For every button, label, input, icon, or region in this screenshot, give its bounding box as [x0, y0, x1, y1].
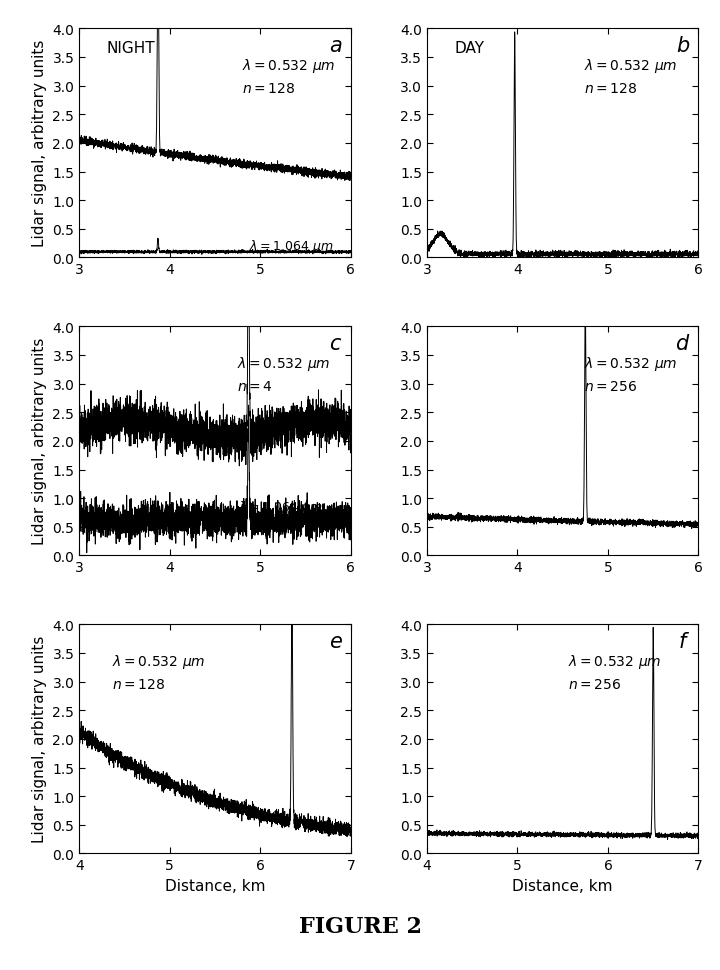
- Text: $n = 256$: $n = 256$: [585, 379, 638, 394]
- Text: $\mathit{f}$: $\mathit{f}$: [678, 631, 690, 652]
- Y-axis label: Lidar signal, arbitrary units: Lidar signal, arbitrary units: [32, 40, 47, 247]
- Text: $\lambda = 0.532\ \mu$m: $\lambda = 0.532\ \mu$m: [585, 354, 678, 372]
- Text: $\mathit{e}$: $\mathit{e}$: [329, 631, 343, 652]
- Text: $\lambda = 0.532\ \mu$m: $\lambda = 0.532\ \mu$m: [585, 56, 678, 75]
- Text: $n = 256$: $n = 256$: [568, 677, 621, 692]
- Text: $\mathit{c}$: $\mathit{c}$: [330, 334, 343, 354]
- Text: $n = 4$: $n = 4$: [237, 379, 273, 394]
- Text: $\lambda = 0.532\ \mu$m: $\lambda = 0.532\ \mu$m: [242, 56, 336, 75]
- Text: $\mathit{a}$: $\mathit{a}$: [329, 36, 343, 56]
- Text: $\lambda = 0.532\ \mu$m: $\lambda = 0.532\ \mu$m: [568, 652, 662, 670]
- X-axis label: Distance, km: Distance, km: [165, 878, 265, 893]
- Text: $n = 128$: $n = 128$: [242, 81, 296, 96]
- X-axis label: Distance, km: Distance, km: [513, 878, 613, 893]
- Text: $\lambda = 0.532\ \mu$m: $\lambda = 0.532\ \mu$m: [112, 652, 205, 670]
- Text: $\mathit{b}$: $\mathit{b}$: [676, 36, 690, 56]
- Y-axis label: Lidar signal, arbitrary units: Lidar signal, arbitrary units: [32, 338, 47, 545]
- Text: $n = 16$: $n = 16$: [253, 520, 293, 533]
- Text: FIGURE 2: FIGURE 2: [299, 916, 421, 937]
- Text: DAY: DAY: [454, 41, 484, 55]
- Y-axis label: Lidar signal, arbitrary units: Lidar signal, arbitrary units: [32, 635, 47, 843]
- Text: $\lambda = 1.064\ \mu$m: $\lambda = 1.064\ \mu$m: [248, 239, 333, 255]
- Text: $\lambda = 0.532\ \mu$m: $\lambda = 0.532\ \mu$m: [237, 354, 330, 372]
- Text: NIGHT: NIGHT: [107, 41, 155, 55]
- Text: $\lambda = 1.064\ \mu$m: $\lambda = 1.064\ \mu$m: [238, 499, 322, 516]
- Text: $\mathit{d}$: $\mathit{d}$: [675, 334, 690, 354]
- Text: $n = 128$: $n = 128$: [112, 677, 165, 692]
- Text: $n = 128$: $n = 128$: [585, 81, 638, 96]
